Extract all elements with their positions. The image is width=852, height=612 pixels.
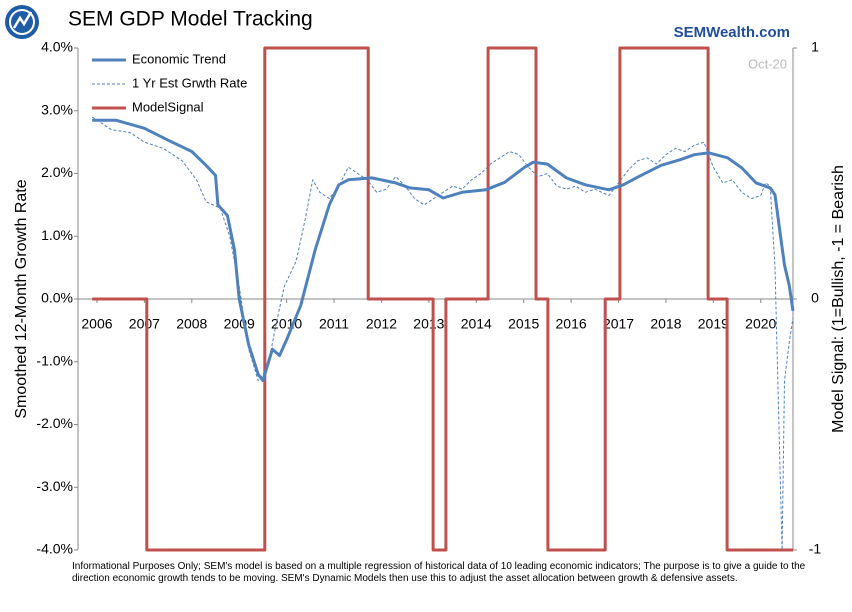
series-line bbox=[92, 46, 793, 552]
x-tick-label: 2006 bbox=[81, 316, 112, 332]
series-line bbox=[91, 116, 794, 551]
y2-tick-label: -1 bbox=[809, 541, 822, 557]
legend-label: 1 Yr Est Grwth Rate bbox=[132, 75, 247, 90]
x-tick-label: 2008 bbox=[176, 316, 207, 332]
source: SEMWealth.com bbox=[674, 24, 790, 41]
chart-title: SEM GDP Model Tracking bbox=[68, 8, 313, 31]
x-tick-label: 2011 bbox=[319, 316, 349, 332]
y-tick-label: 0.0% bbox=[41, 290, 73, 306]
y2-tick-label: 1 bbox=[811, 39, 819, 55]
y-tick-label: 2.0% bbox=[41, 164, 73, 180]
x-tick-label: 2019 bbox=[698, 316, 729, 332]
x-tick-label: 2012 bbox=[366, 316, 397, 332]
y-tick-label: -3.0% bbox=[36, 478, 73, 494]
y2-tick-label: 0 bbox=[811, 290, 819, 306]
x-tick-label: 2018 bbox=[650, 316, 681, 332]
y-tick-label: 3.0% bbox=[41, 101, 73, 117]
y-tick-label: -2.0% bbox=[36, 415, 73, 431]
x-tick-label: 2014 bbox=[461, 316, 492, 332]
y-tick-label: -4.0% bbox=[36, 541, 73, 557]
x-tick-label: 2016 bbox=[556, 316, 587, 332]
x-tick-label: 2015 bbox=[508, 316, 539, 332]
series-line bbox=[92, 118, 795, 383]
footnote: Informational Purposes Only; SEM's model… bbox=[72, 561, 806, 584]
legend-label: Economic Trend bbox=[132, 51, 226, 66]
x-tick-label: 2009 bbox=[224, 316, 255, 332]
y-tick-label: 4.0% bbox=[41, 39, 73, 55]
x-tick-label: 2017 bbox=[603, 316, 634, 332]
y-axis-label: Smoothed 12-Month Growth Rate bbox=[13, 179, 30, 418]
x-tick-label: 2013 bbox=[413, 316, 444, 332]
x-tick-label: 2007 bbox=[129, 316, 160, 332]
date-label: Oct-20 bbox=[748, 56, 787, 71]
chart: SEM GDP Model Tracking SEMWealth.com Oct… bbox=[5, 5, 847, 557]
y-tick-label: -1.0% bbox=[36, 352, 73, 368]
x-tick-label: 2020 bbox=[745, 316, 776, 332]
y-tick-label: 1.0% bbox=[41, 227, 73, 243]
logo bbox=[5, 5, 39, 39]
y2-axis-label: Model Signal: (1=Bullish, -1 = Bearish bbox=[830, 165, 847, 433]
legend-label: ModelSignal bbox=[132, 99, 204, 114]
